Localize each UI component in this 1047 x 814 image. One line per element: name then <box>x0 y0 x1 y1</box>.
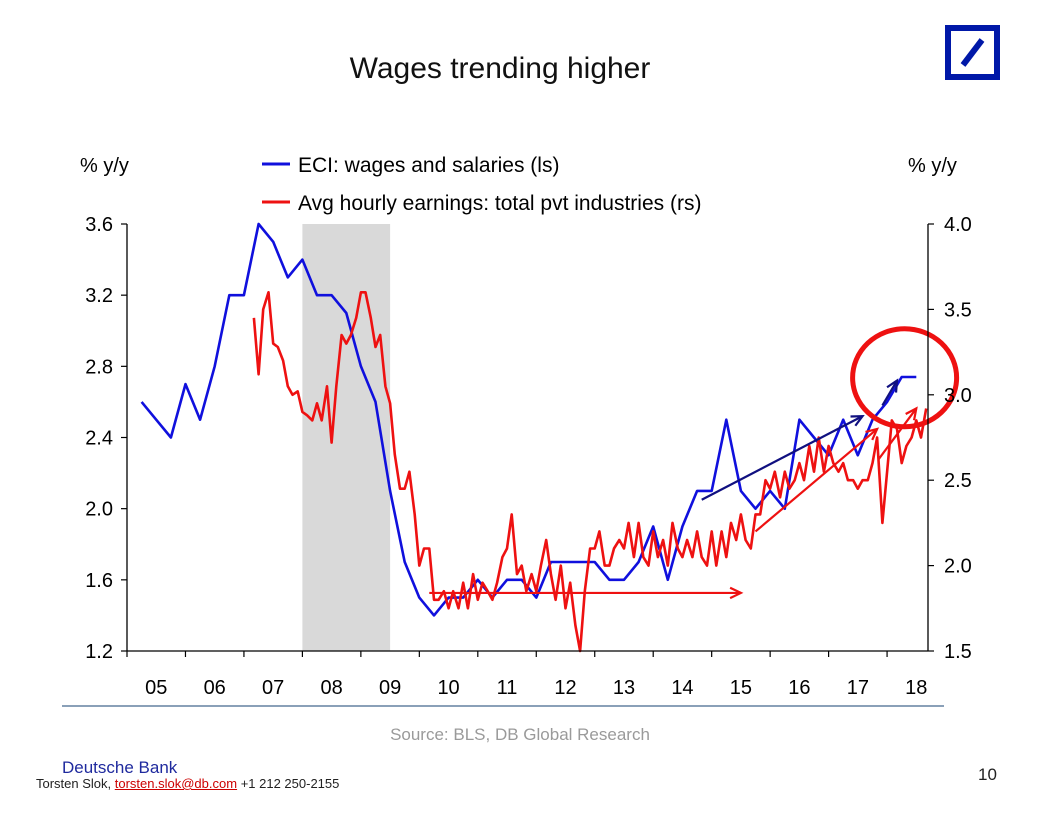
x-tick-label: 17 <box>847 677 869 699</box>
x-tick-label: 07 <box>262 677 284 699</box>
x-tick-label: 08 <box>321 677 343 699</box>
right-axis-label: % y/y <box>908 155 957 177</box>
trend-arrow-2 <box>877 407 918 461</box>
trend-arrow-3 <box>701 415 864 501</box>
contact-email-link[interactable]: torsten.slok@db.com <box>114 776 238 791</box>
right-tick-label: 2.0 <box>944 556 972 578</box>
x-tick-label: 06 <box>204 677 226 699</box>
x-tick-label: 15 <box>730 677 752 699</box>
footer-divider <box>62 705 944 707</box>
x-tick-label: 12 <box>554 677 576 699</box>
trend-arrowhead-3 <box>850 414 865 427</box>
trend-arrow-4 <box>881 380 898 407</box>
left-axis-label: % y/y <box>80 155 129 177</box>
x-tick-label: 13 <box>613 677 635 699</box>
left-tick-label: 2.4 <box>85 428 113 450</box>
left-tick-label: 1.6 <box>85 570 113 592</box>
right-tick-label: 3.5 <box>944 299 972 321</box>
left-tick-label: 1.2 <box>85 641 113 663</box>
x-tick-label: 16 <box>788 677 810 699</box>
series-line-ahe <box>252 290 928 653</box>
trend-arrowhead-4 <box>886 378 899 393</box>
axis-layer: 3.6 3.2 2.8 2.4 2.0 1.6 1.2 4.0 3.5 3.0 2.5 2.0 1.5 0… <box>85 214 972 699</box>
left-tick-label: 3.2 <box>85 285 113 307</box>
recession-shading <box>302 224 391 651</box>
x-tick-label: 18 <box>905 677 927 699</box>
logo-frame <box>945 25 1000 80</box>
page-number: 10 <box>978 765 997 784</box>
x-tick-label: 10 <box>437 677 459 699</box>
left-tick-label: 3.6 <box>85 214 113 236</box>
left-tick-label: 2.8 <box>85 356 113 378</box>
contact-phone: +1 212 250-2155 <box>237 776 340 791</box>
legend-label-eci: ECI: wages and salaries (ls) <box>298 154 559 177</box>
annotation-layer <box>429 326 960 600</box>
trend-arrowhead-0 <box>729 586 744 600</box>
x-tick-label: 09 <box>379 677 401 699</box>
slide-title: Wages trending higher <box>349 52 651 85</box>
x-tick-label: 11 <box>497 677 518 699</box>
highlight-circle <box>850 326 960 430</box>
deutsche-bank-logo <box>945 25 1000 80</box>
source-note: Source: BLS, DB Global Research <box>390 725 650 744</box>
right-tick-label: 3.0 <box>944 385 972 407</box>
legend-label-ahe: Avg hourly earnings: total pvt industrie… <box>298 192 701 215</box>
contact-line: Torsten Slok, torsten.slok@db.com +1 212… <box>36 776 339 791</box>
left-tick-label: 2.0 <box>85 499 113 521</box>
trend-arrow-1 <box>754 428 878 533</box>
trend-arrowhead-1 <box>865 427 880 441</box>
trend-arrowhead-2 <box>905 406 918 421</box>
right-tick-label: 1.5 <box>944 641 972 663</box>
series-layer <box>140 222 928 653</box>
company-name: Deutsche Bank <box>62 758 178 777</box>
x-tick-label: 14 <box>671 677 693 699</box>
x-tick-label: 05 <box>145 677 167 699</box>
recession-layer <box>302 224 391 651</box>
contact-name: Torsten Slok, <box>36 776 115 791</box>
right-tick-label: 2.5 <box>944 470 972 492</box>
series-line-eci <box>140 222 917 617</box>
right-tick-label: 4.0 <box>944 214 972 236</box>
logo-slash <box>960 38 985 67</box>
